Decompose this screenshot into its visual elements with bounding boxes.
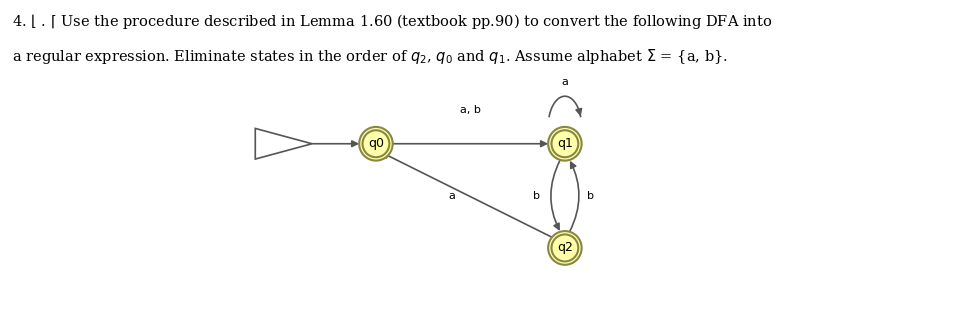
Text: 4. $\lfloor$ . $\lceil$ Use the procedure described in Lemma 1.60 (textbook pp.9: 4. $\lfloor$ . $\lceil$ Use the procedur… (13, 12, 772, 31)
Text: q2: q2 (557, 241, 573, 254)
Ellipse shape (359, 127, 393, 161)
Text: b: b (588, 191, 594, 201)
Text: q1: q1 (557, 137, 573, 150)
Text: a regular expression. Eliminate states in the order of $q_2$, $q_0$ and $q_1$. A: a regular expression. Eliminate states i… (13, 47, 728, 66)
Ellipse shape (548, 231, 582, 265)
Ellipse shape (548, 127, 582, 161)
Text: q0: q0 (368, 137, 384, 150)
Text: b: b (532, 191, 540, 201)
Text: a, b: a, b (460, 105, 481, 115)
Text: a: a (448, 191, 455, 201)
Text: a: a (561, 77, 568, 87)
